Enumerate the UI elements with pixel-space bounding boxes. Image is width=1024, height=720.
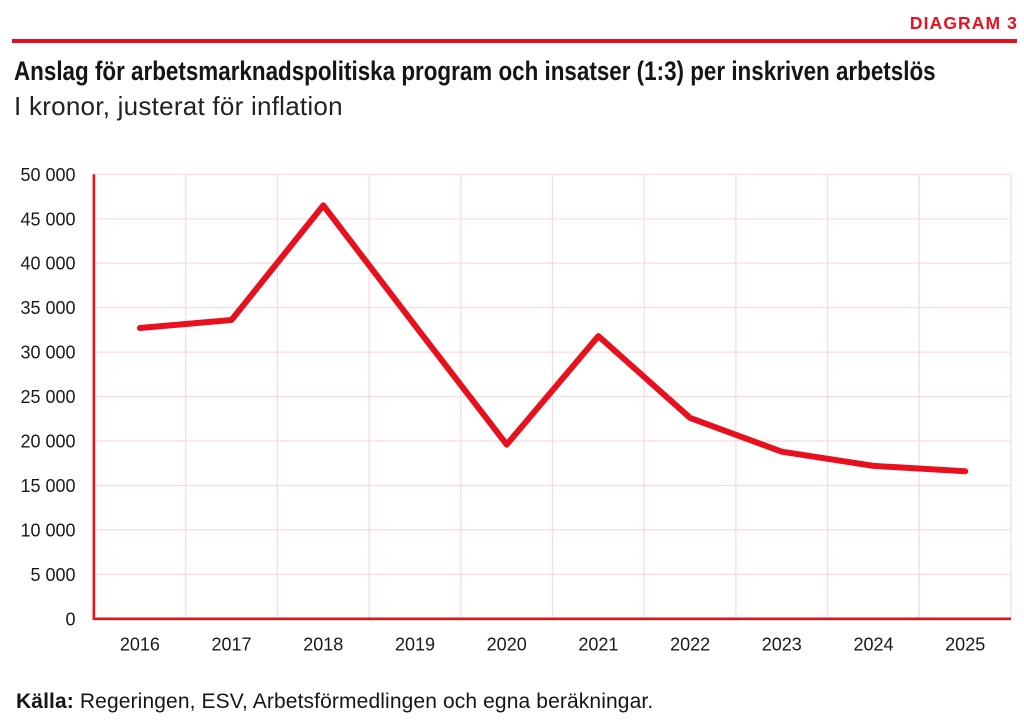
svg-text:45 000: 45 000 [20,209,75,229]
svg-text:2019: 2019 [395,635,435,655]
svg-text:5 000: 5 000 [30,565,75,585]
svg-text:15 000: 15 000 [20,476,75,496]
svg-text:2021: 2021 [578,635,618,655]
svg-text:20 000: 20 000 [20,432,75,452]
svg-text:35 000: 35 000 [20,298,75,318]
svg-text:40 000: 40 000 [20,254,75,274]
svg-text:2022: 2022 [670,635,710,655]
svg-text:2023: 2023 [762,635,802,655]
svg-text:2020: 2020 [487,635,527,655]
svg-text:50 000: 50 000 [20,165,75,185]
svg-text:25 000: 25 000 [20,387,75,407]
svg-text:2016: 2016 [120,635,160,655]
svg-text:2018: 2018 [303,635,343,655]
svg-text:30 000: 30 000 [20,343,75,363]
svg-text:2024: 2024 [853,635,893,655]
svg-text:2017: 2017 [211,635,251,655]
svg-text:10 000: 10 000 [20,520,75,540]
svg-text:2025: 2025 [945,635,985,655]
svg-text:0: 0 [65,609,75,629]
